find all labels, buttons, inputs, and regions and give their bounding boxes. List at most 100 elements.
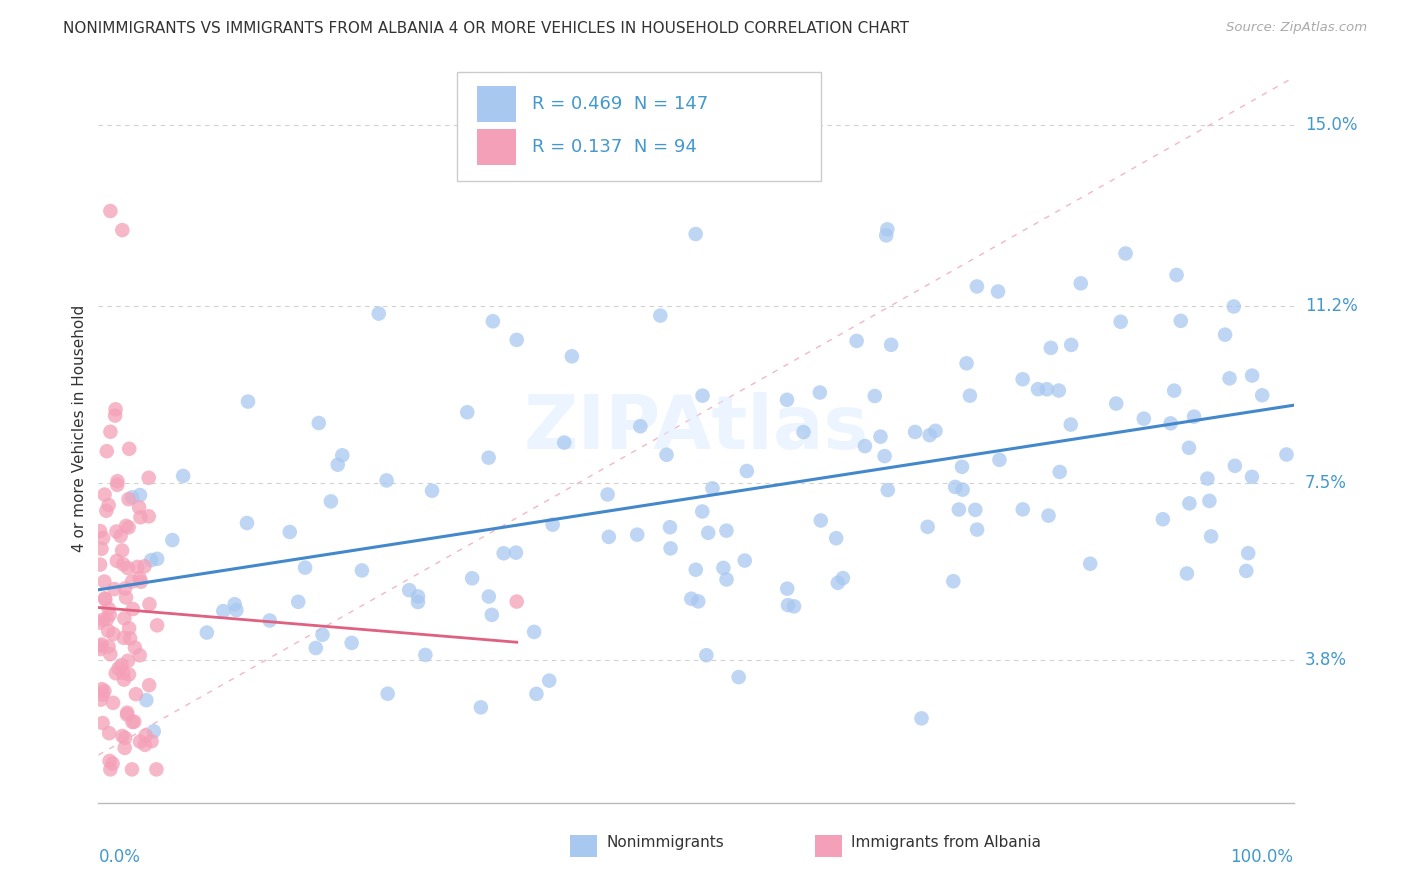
- Point: [1036, 382, 1059, 396]
- Point: [124, 714, 146, 729]
- Point: [792, 425, 814, 439]
- Point: [117, 654, 139, 668]
- Point: [375, 474, 398, 488]
- Point: [1011, 372, 1033, 386]
- Point: [90, 692, 112, 706]
- Point: [506, 594, 529, 608]
- Point: [727, 670, 749, 684]
- Point: [415, 648, 437, 662]
- Point: [988, 453, 1011, 467]
- Point: [808, 385, 831, 400]
- Point: [692, 389, 714, 403]
- Point: [716, 573, 738, 587]
- Text: ZIPAtlas: ZIPAtlas: [523, 392, 869, 465]
- Point: [966, 279, 988, 293]
- Point: [326, 458, 349, 472]
- Point: [97, 601, 120, 615]
- Point: [482, 314, 505, 328]
- Point: [340, 636, 363, 650]
- Point: [129, 734, 152, 748]
- Point: [948, 502, 970, 516]
- Point: [115, 706, 138, 720]
- Point: [330, 448, 353, 462]
- Point: [845, 334, 868, 348]
- Point: [98, 763, 121, 777]
- Point: [90, 682, 112, 697]
- Point: [117, 520, 139, 534]
- Point: [112, 611, 135, 625]
- Point: [138, 509, 160, 524]
- Point: [111, 543, 134, 558]
- Point: [90, 638, 112, 652]
- Point: [141, 553, 163, 567]
- Point: [97, 640, 120, 654]
- Point: [966, 523, 988, 537]
- Point: [1197, 472, 1219, 486]
- Point: [135, 693, 157, 707]
- Point: [1026, 382, 1049, 396]
- Point: [287, 595, 309, 609]
- Point: [942, 574, 965, 589]
- Point: [128, 648, 150, 663]
- Point: [1109, 315, 1132, 329]
- Point: [142, 724, 165, 739]
- Point: [162, 533, 184, 547]
- Point: [90, 541, 112, 556]
- Text: 3.8%: 3.8%: [1305, 650, 1347, 669]
- Text: 100.0%: 100.0%: [1230, 847, 1294, 866]
- Point: [114, 582, 136, 596]
- Point: [506, 333, 529, 347]
- Point: [112, 631, 135, 645]
- Point: [111, 665, 134, 680]
- Point: [825, 531, 848, 545]
- Point: [111, 223, 134, 237]
- Point: [89, 639, 111, 653]
- Point: [831, 571, 853, 585]
- Point: [172, 469, 194, 483]
- Point: [1078, 557, 1101, 571]
- Point: [505, 546, 527, 560]
- Point: [1060, 417, 1083, 432]
- Point: [398, 583, 420, 598]
- Point: [105, 524, 128, 539]
- Point: [129, 488, 152, 502]
- Point: [212, 604, 235, 618]
- Point: [655, 448, 678, 462]
- Point: [225, 603, 247, 617]
- Point: [195, 625, 218, 640]
- Point: [114, 740, 136, 755]
- Point: [827, 575, 849, 590]
- Point: [97, 624, 120, 638]
- Point: [869, 430, 891, 444]
- Point: [98, 647, 121, 661]
- Point: [107, 661, 129, 675]
- Point: [917, 520, 939, 534]
- Point: [367, 307, 389, 321]
- Point: [659, 520, 682, 534]
- Point: [561, 349, 583, 363]
- Point: [294, 560, 316, 574]
- Point: [97, 498, 120, 512]
- Point: [478, 590, 501, 604]
- Point: [1038, 508, 1060, 523]
- Point: [121, 715, 143, 730]
- Point: [89, 558, 111, 572]
- Point: [950, 459, 973, 474]
- Point: [138, 471, 160, 485]
- Point: [305, 640, 328, 655]
- Point: [98, 754, 121, 768]
- Point: [224, 597, 246, 611]
- Point: [1198, 494, 1220, 508]
- Point: [104, 402, 127, 417]
- Text: R = 0.469  N = 147: R = 0.469 N = 147: [533, 95, 709, 113]
- Point: [236, 516, 259, 530]
- Point: [959, 389, 981, 403]
- Point: [810, 513, 832, 527]
- Point: [688, 594, 710, 608]
- Point: [697, 525, 720, 540]
- Point: [853, 439, 876, 453]
- Point: [523, 624, 546, 639]
- Point: [118, 442, 141, 456]
- Point: [1275, 448, 1298, 462]
- Point: [118, 621, 141, 635]
